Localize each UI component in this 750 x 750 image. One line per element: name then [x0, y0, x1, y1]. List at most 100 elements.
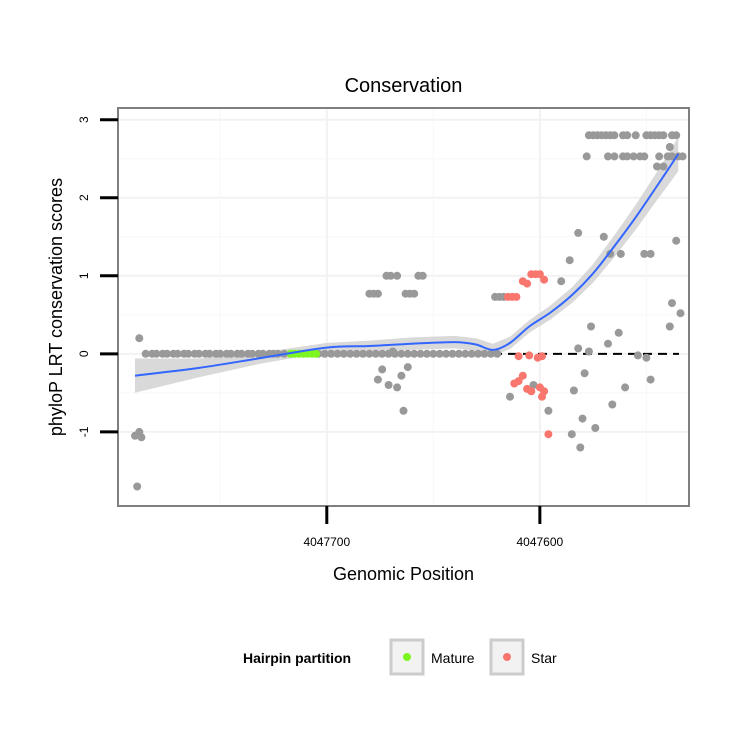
- point-other: [576, 443, 585, 452]
- point-other: [567, 430, 576, 439]
- point-star: [538, 352, 546, 361]
- point-other: [633, 351, 642, 360]
- y-axis-title: phyloP LRT conservation scores: [46, 178, 66, 436]
- legend-item-star: Star: [489, 638, 557, 676]
- point-other: [410, 349, 419, 358]
- point-other: [668, 152, 676, 161]
- point-other: [672, 131, 681, 140]
- y-tick-label: -1: [77, 426, 91, 437]
- confidence-ribbon: [135, 136, 679, 393]
- x-axis-title: Genomic Position: [333, 564, 474, 584]
- point-star: [518, 371, 527, 380]
- point-other: [384, 381, 393, 389]
- point-other: [623, 152, 632, 161]
- point-other: [506, 392, 514, 401]
- point-other: [333, 349, 342, 358]
- legend-item-mature: Mature: [389, 638, 475, 676]
- point-other: [327, 349, 336, 358]
- point-other: [604, 152, 612, 161]
- point-other: [676, 309, 685, 318]
- point-other: [578, 414, 587, 423]
- grid-lines: [118, 108, 689, 506]
- point-other: [678, 152, 687, 161]
- point-other: [184, 349, 193, 358]
- legend-dot-star: [503, 653, 511, 661]
- point-star: [540, 387, 549, 396]
- point-other: [237, 349, 246, 358]
- point-other: [378, 349, 387, 358]
- point-other: [410, 289, 419, 298]
- point-other: [141, 349, 150, 358]
- point-other: [378, 365, 387, 374]
- point-other: [629, 152, 638, 161]
- point-other: [137, 433, 146, 442]
- y-axis: -1 0 1 2 3: [77, 116, 118, 437]
- point-other: [610, 152, 619, 161]
- point-other: [454, 349, 463, 358]
- plot-border: [117, 107, 690, 507]
- point-star: [523, 279, 532, 288]
- point-other: [474, 349, 483, 358]
- point-other: [373, 289, 382, 298]
- legend-title: Hairpin partition: [243, 650, 351, 666]
- point-other: [591, 424, 600, 432]
- point-other: [399, 406, 408, 415]
- point-other: [133, 482, 142, 491]
- point-other: [486, 349, 495, 358]
- point-other: [258, 349, 267, 358]
- point-other: [248, 349, 257, 358]
- point-other: [205, 349, 214, 358]
- point-other: [608, 400, 617, 409]
- x-tick-label: 4047600: [516, 535, 563, 549]
- point-other: [493, 349, 502, 358]
- point-other: [604, 339, 612, 348]
- point-star: [514, 377, 523, 386]
- confidence-ribbon-group: [135, 136, 679, 393]
- point-other: [403, 363, 412, 372]
- point-other: [163, 349, 171, 358]
- point-other: [544, 406, 553, 415]
- point-other: [646, 375, 655, 384]
- point-other: [610, 131, 619, 140]
- point-other: [574, 228, 583, 237]
- point-other: [393, 271, 402, 280]
- point-other: [480, 349, 489, 358]
- point-other: [397, 349, 406, 358]
- point-other: [467, 349, 476, 358]
- point-other: [580, 369, 589, 378]
- y-tick-label: 0: [77, 350, 91, 357]
- point-other: [461, 349, 470, 358]
- point-other: [621, 383, 630, 392]
- point-other: [359, 349, 367, 358]
- point-star: [544, 430, 553, 439]
- point-other: [582, 152, 591, 161]
- point-mature: [312, 349, 321, 358]
- point-other: [442, 349, 451, 358]
- smooth-curve-group: [134, 153, 680, 377]
- point-other: [565, 256, 574, 265]
- point-star: [514, 352, 523, 361]
- point-other: [152, 349, 161, 358]
- legend-key-mature: [389, 638, 425, 676]
- point-star: [512, 292, 521, 301]
- point-other: [416, 349, 425, 358]
- point-other: [529, 381, 538, 389]
- point-other: [574, 344, 583, 353]
- point-other: [668, 299, 676, 308]
- point-other: [173, 349, 182, 358]
- point-other: [642, 353, 651, 362]
- point-other: [599, 232, 608, 241]
- point-other: [665, 143, 674, 151]
- point-other: [435, 349, 444, 358]
- y-tick-label: 2: [77, 194, 91, 201]
- point-other: [584, 347, 593, 356]
- point-other: [448, 349, 457, 358]
- smooth-curve: [134, 153, 680, 377]
- point-star: [540, 275, 549, 284]
- point-other: [569, 386, 578, 395]
- point-other: [352, 349, 361, 358]
- point-other: [623, 131, 632, 140]
- point-other: [614, 328, 623, 337]
- x-axis: 4047700 4047600: [303, 506, 564, 549]
